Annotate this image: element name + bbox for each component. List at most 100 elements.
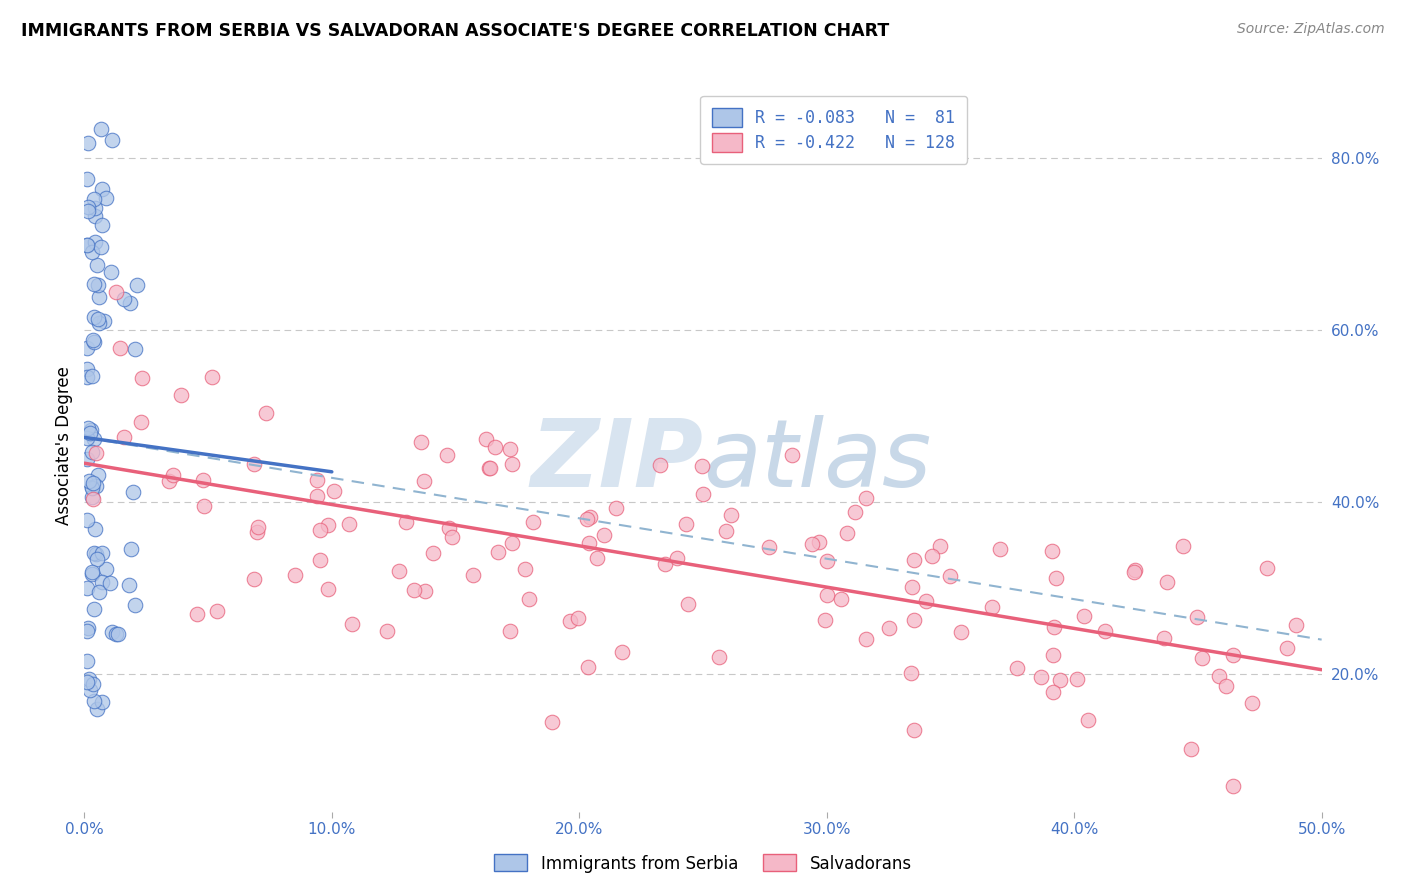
Point — [77, 475, 100, 489]
Point — [90, 546, 112, 560]
Point — [1007, 660, 1029, 674]
Text: atlas: atlas — [703, 415, 931, 506]
Point — [1042, 544, 1064, 558]
Point — [855, 632, 877, 646]
Point — [1153, 632, 1175, 646]
Point — [90, 182, 112, 196]
Point — [830, 592, 852, 607]
Legend: Immigrants from Serbia, Salvadorans: Immigrants from Serbia, Salvadorans — [488, 847, 918, 880]
Point — [93, 313, 115, 327]
Point — [107, 627, 129, 641]
Point — [914, 594, 936, 608]
Point — [84, 479, 107, 493]
Point — [89, 316, 111, 330]
Point — [395, 515, 418, 529]
Point — [80, 445, 103, 459]
Point — [440, 530, 463, 544]
Point — [80, 481, 103, 495]
Point — [83, 601, 105, 615]
Point — [170, 388, 193, 402]
Point — [86, 702, 108, 716]
Point — [513, 562, 536, 576]
Point — [186, 607, 208, 621]
Point — [125, 277, 148, 292]
Point — [191, 474, 214, 488]
Point — [499, 442, 522, 456]
Point — [90, 218, 112, 232]
Point — [388, 564, 411, 578]
Point — [800, 536, 823, 550]
Point — [305, 473, 328, 487]
Point — [605, 501, 627, 516]
Point — [90, 240, 112, 254]
Point — [83, 334, 105, 349]
Point — [87, 468, 110, 483]
Point — [807, 535, 830, 549]
Point — [461, 567, 484, 582]
Point — [654, 557, 676, 571]
Point — [82, 475, 104, 490]
Point — [837, 525, 859, 540]
Point — [90, 695, 112, 709]
Point — [1222, 779, 1244, 793]
Point — [131, 370, 153, 384]
Point — [112, 430, 135, 444]
Point — [1043, 619, 1066, 633]
Point — [340, 616, 363, 631]
Point — [815, 588, 838, 602]
Point — [76, 362, 98, 376]
Point — [89, 585, 111, 599]
Point — [76, 341, 98, 355]
Point — [578, 536, 600, 550]
Point — [409, 434, 432, 449]
Point — [1049, 673, 1071, 687]
Point — [1073, 609, 1095, 624]
Point — [162, 468, 184, 483]
Point — [305, 489, 328, 503]
Point — [1191, 650, 1213, 665]
Point — [112, 292, 135, 306]
Point — [318, 582, 340, 596]
Point — [928, 540, 950, 554]
Point — [83, 277, 105, 292]
Point — [844, 505, 866, 519]
Point — [1066, 672, 1088, 686]
Point — [82, 677, 104, 691]
Point — [83, 310, 105, 325]
Point — [243, 572, 266, 586]
Point — [76, 624, 98, 639]
Point — [79, 426, 101, 441]
Point — [678, 598, 700, 612]
Point — [517, 592, 540, 607]
Point — [478, 461, 501, 475]
Point — [1171, 539, 1194, 553]
Text: Source: ZipAtlas.com: Source: ZipAtlas.com — [1237, 22, 1385, 37]
Point — [76, 654, 98, 668]
Point — [567, 610, 589, 624]
Point — [76, 238, 98, 252]
Point — [579, 510, 602, 524]
Point — [1275, 640, 1298, 655]
Point — [76, 452, 98, 467]
Point — [877, 621, 900, 635]
Point — [80, 423, 103, 437]
Point — [1180, 741, 1202, 756]
Point — [501, 457, 523, 471]
Point — [121, 484, 143, 499]
Point — [254, 406, 277, 420]
Point — [76, 431, 98, 445]
Point — [501, 536, 523, 550]
Point — [86, 446, 108, 460]
Point — [129, 416, 152, 430]
Point — [758, 540, 780, 554]
Point — [79, 683, 101, 698]
Point — [1094, 624, 1116, 638]
Point — [118, 578, 141, 592]
Point — [1156, 575, 1178, 590]
Point — [780, 448, 803, 462]
Point — [540, 714, 562, 729]
Point — [77, 673, 100, 687]
Point — [76, 136, 98, 150]
Point — [309, 523, 332, 537]
Point — [1285, 618, 1308, 632]
